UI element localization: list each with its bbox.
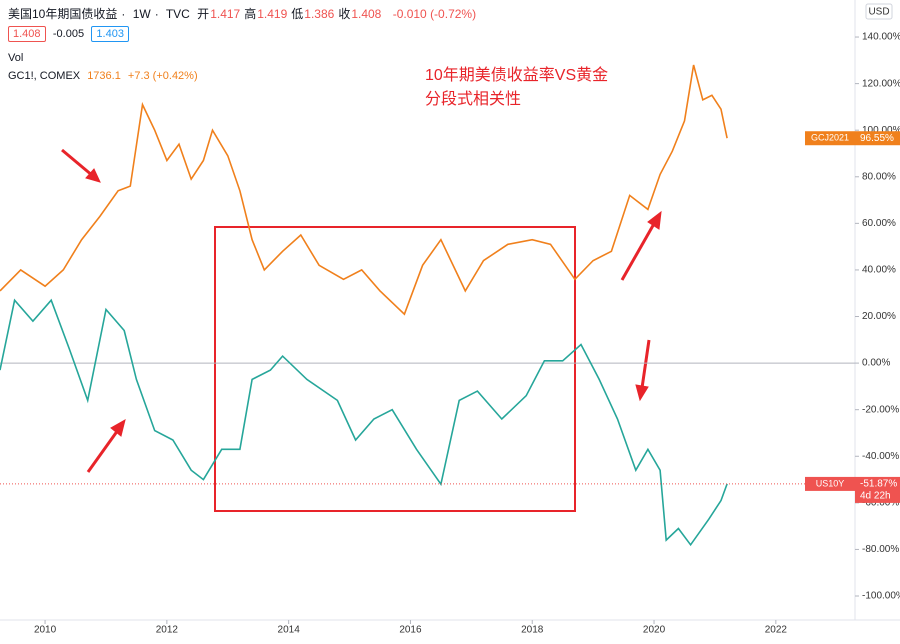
x-tick-label: 2014 (278, 625, 301, 636)
x-tick-label: 2010 (34, 625, 57, 636)
arrow-head (647, 210, 662, 230)
y-tick-label: -80.00% (862, 544, 899, 555)
ohlc-key: 开 (197, 7, 210, 21)
arrows (61, 148, 662, 473)
change: -0.010 (-0.72%) (392, 7, 477, 21)
x-tick-label: 2020 (643, 625, 666, 636)
interval[interactable]: 1W (132, 7, 151, 21)
y-tick-label: 0.00% (862, 358, 890, 369)
y-tick-label: 120.00% (862, 78, 900, 89)
header-row: 美国10年期国债收益 · 1W · TVC 开1.417 高1.419 低1.386 收1… (8, 7, 477, 21)
annotation: 分段式相关性 (425, 90, 521, 108)
y-tick-label: -100.00% (862, 591, 900, 602)
y-tick-label: -60.00% (862, 497, 899, 508)
ohlc-key: 高 (244, 7, 257, 21)
quote-row: 1.408 -0.005 1.403 (8, 26, 133, 42)
source: TVC (165, 7, 190, 21)
compare-symbol[interactable]: GC1!, COMEX (8, 70, 81, 82)
bar-countdown: 4d 22h (860, 491, 891, 502)
ohlc-key: 低 (291, 7, 304, 21)
ohlc-value: 1.419 (257, 7, 288, 21)
last-value-tag (855, 131, 900, 146)
y-tick-label: 60.00% (862, 218, 896, 229)
compare-row: GC1!, COMEX 1736.1 +7.3 (+0.42%) (8, 70, 202, 82)
arrow (61, 148, 94, 178)
last-value-label: -51.87% (860, 479, 897, 490)
y-tick-label: 140.00% (862, 32, 900, 43)
arrow-head (85, 168, 101, 183)
symbol[interactable]: 美国10年期国债收益 (8, 7, 118, 21)
compare-change: +7.3 (+0.42%) (127, 70, 198, 82)
series-tag-name: US10Y (816, 478, 845, 488)
ask[interactable]: 1.403 (91, 26, 129, 42)
highlight-box (214, 226, 576, 512)
arrow-head (110, 418, 126, 437)
series-tag (805, 476, 855, 491)
series-tag (805, 131, 855, 146)
x-tick-label: 2012 (156, 625, 179, 636)
y-tick-label: 20.00% (862, 311, 896, 322)
currency: USD (868, 7, 889, 18)
last-value-label: 96.55% (860, 133, 894, 144)
ohlc: 开1.417 高1.419 低1.386 收1.408 (197, 7, 385, 21)
y-tick-label: 80.00% (862, 171, 896, 182)
series-tag-name: GCJ2021 (811, 133, 849, 143)
arrow (640, 339, 651, 389)
series-line (0, 64, 728, 316)
arrow (86, 429, 120, 473)
last-value-tag (855, 476, 900, 503)
compare-price: 1736.1 (87, 70, 121, 82)
y-tick-label: -40.00% (862, 451, 899, 462)
x-tick-label: 2022 (765, 625, 788, 636)
annotation: 10年期美债收益率VS黄金 (425, 66, 608, 84)
spread: -0.005 (52, 28, 85, 40)
y-tick-label: 40.00% (862, 265, 896, 276)
arrow-head (635, 384, 649, 402)
arrow (620, 221, 657, 281)
ohlc-value: 1.386 (304, 7, 335, 21)
currency-box[interactable] (865, 3, 893, 20)
bid[interactable]: 1.408 (8, 26, 46, 42)
y-tick-label: 100.00% (862, 125, 900, 136)
series-line (0, 298, 728, 547)
ohlc-key: 收 (338, 7, 351, 21)
x-tick-label: 2016 (399, 625, 422, 636)
volume: Vol (8, 52, 24, 64)
ohlc-value: 1.408 (351, 7, 382, 21)
x-tick-label: 2018 (521, 625, 544, 636)
ohlc-value: 1.417 (210, 7, 241, 21)
y-tick-label: -20.00% (862, 404, 899, 415)
